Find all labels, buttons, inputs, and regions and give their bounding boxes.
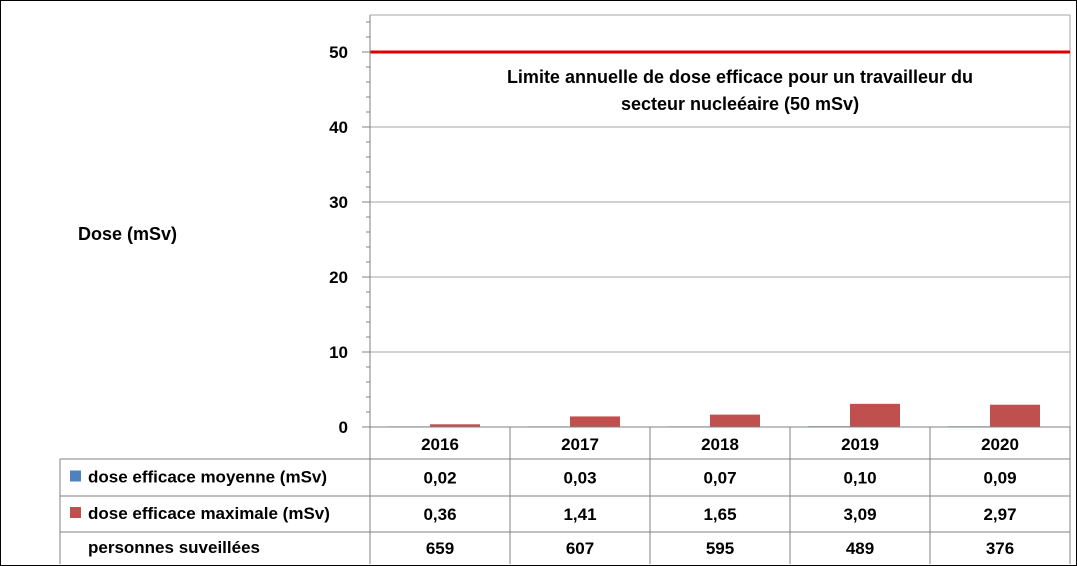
row-label: dose efficace moyenne (mSv): [88, 468, 327, 487]
table-cell-value: 2,97: [983, 505, 1016, 524]
table-cell-value: 3,09: [843, 505, 876, 524]
y-tick-label: 40: [329, 118, 348, 137]
legend-key: [70, 507, 81, 518]
y-tick-label: 50: [329, 43, 348, 62]
table-cell-value: 376: [986, 539, 1014, 558]
row-label: dose efficace maximale (mSv): [88, 504, 330, 523]
table-cell-value: 659: [426, 539, 454, 558]
y-tick-label: 0: [339, 418, 348, 437]
table-cell-value: 0,36: [423, 505, 456, 524]
bar-maximale: [850, 403, 900, 427]
y-tick-label: 20: [329, 268, 348, 287]
table-cell-value: 0,07: [703, 469, 736, 488]
table-cell-value: 595: [706, 539, 734, 558]
category-label: 2020: [981, 435, 1019, 454]
bar-maximale: [710, 414, 760, 427]
y-tick-label: 30: [329, 193, 348, 212]
table-cell-value: 607: [566, 539, 594, 558]
bar-maximale: [570, 416, 620, 427]
table-cell-value: 1,41: [563, 505, 596, 524]
category-label: 2016: [421, 435, 459, 454]
annotation-line-2: secteur nucleéaire (50 mSv): [620, 94, 860, 114]
table-cell-value: 0,03: [563, 469, 596, 488]
row-label: personnes suveillées: [88, 538, 260, 557]
bar-maximale: [990, 404, 1040, 427]
table-cell-value: 1,65: [703, 505, 736, 524]
category-label: 2017: [561, 435, 599, 454]
annotation-line-1: Limite annuelle de dose efficace pour un…: [506, 67, 974, 87]
table-cell-value: 489: [846, 539, 874, 558]
reference-line-annotation: Limite annuelle de dose efficace pour un…: [470, 64, 1010, 118]
category-label: 2019: [841, 435, 879, 454]
table-cell-value: 0,09: [983, 469, 1016, 488]
table-cell-value: 0,02: [423, 469, 456, 488]
bar-maximale: [430, 424, 480, 427]
legend-key: [70, 470, 81, 482]
y-tick-label: 10: [329, 343, 348, 362]
category-label: 2018: [701, 435, 739, 454]
table-cell-value: 0,10: [843, 469, 876, 488]
y-axis-label: Dose (mSv): [78, 224, 178, 244]
